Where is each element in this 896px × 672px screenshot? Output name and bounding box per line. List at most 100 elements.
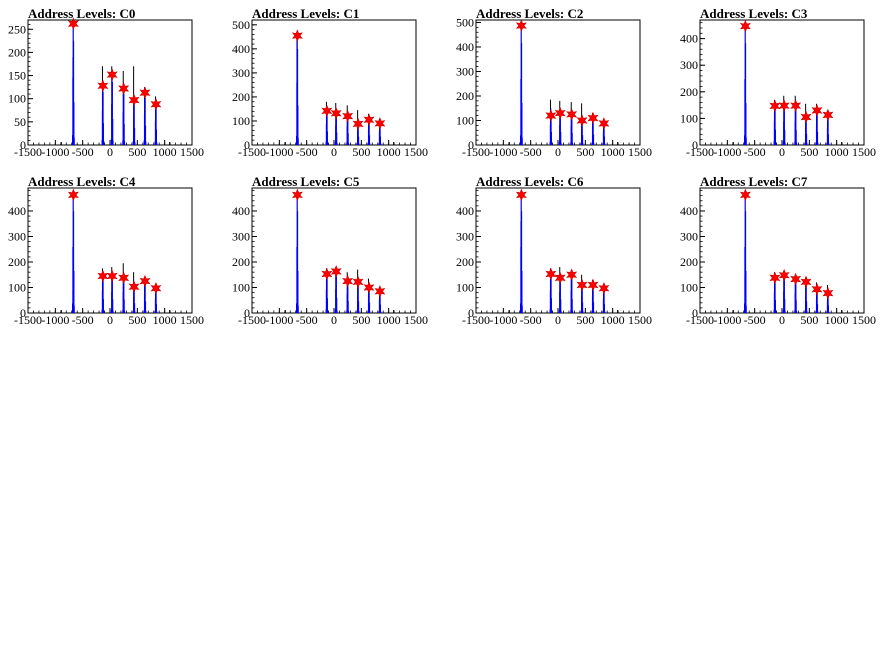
peak-marker bbox=[374, 285, 386, 298]
histogram-plot: 0 100 200 300 400 -1500 -1000 -500 0 500 1000 1500 bbox=[456, 187, 652, 327]
x-tick-label: 500 bbox=[576, 145, 594, 159]
peak-marker bbox=[587, 111, 599, 125]
chart-title: Address Levels: C5 bbox=[252, 174, 360, 189]
peak-marker bbox=[363, 113, 375, 127]
peak-marker bbox=[67, 188, 79, 202]
x-tick-label: -1000 bbox=[265, 313, 293, 327]
y-tick-label: 500 bbox=[456, 15, 474, 29]
x-tick-label: 0 bbox=[331, 145, 337, 159]
x-tick-label: -500 bbox=[296, 313, 318, 327]
histogram-spike bbox=[520, 24, 523, 145]
peak-marker bbox=[598, 281, 610, 295]
histogram-spike bbox=[122, 70, 126, 145]
histogram-spike bbox=[520, 193, 523, 313]
histogram-spike bbox=[794, 95, 798, 145]
histogram-spike bbox=[72, 22, 75, 145]
y-tick-label: 400 bbox=[456, 40, 474, 54]
y-tick-label: 500 bbox=[232, 18, 250, 32]
histogram-spike bbox=[296, 32, 299, 145]
peak-marker bbox=[118, 82, 130, 95]
peak-marker bbox=[139, 274, 151, 288]
y-tick-label: 300 bbox=[232, 229, 250, 243]
peak-marker bbox=[374, 117, 386, 130]
chart-title: Address Levels: C0 bbox=[28, 6, 136, 21]
peak-marker bbox=[739, 188, 751, 202]
peak-marker bbox=[769, 99, 781, 113]
x-tick-label: 1000 bbox=[377, 313, 401, 327]
chart-panel: Address Levels: C6 0 100 200 300 400 -1500 -100… bbox=[448, 168, 672, 336]
x-tick-label: 500 bbox=[128, 145, 146, 159]
peak-marker bbox=[321, 104, 333, 118]
x-tick-label: -500 bbox=[744, 145, 766, 159]
chart-panel: Address Levels: C5 0 100 200 300 400 -1500 -100… bbox=[224, 168, 448, 336]
x-tick-label: 0 bbox=[779, 145, 785, 159]
peak-marker bbox=[800, 275, 812, 289]
y-tick-label: 100 bbox=[8, 280, 26, 294]
x-tick-label: 500 bbox=[128, 313, 146, 327]
x-tick-label: -1500 bbox=[686, 313, 714, 327]
y-tick-label: 200 bbox=[232, 255, 250, 269]
peak-marker bbox=[352, 117, 364, 131]
peak-marker bbox=[342, 274, 354, 288]
peak-marker bbox=[566, 268, 578, 282]
peak-marker bbox=[576, 278, 588, 292]
y-tick-label: 100 bbox=[456, 280, 474, 294]
peak-marker bbox=[139, 86, 151, 99]
x-tick-label: 0 bbox=[779, 313, 785, 327]
y-tick-label: 200 bbox=[232, 90, 250, 104]
x-tick-label: -500 bbox=[520, 313, 542, 327]
y-tick-label: 0 bbox=[692, 138, 698, 152]
peak-marker bbox=[150, 97, 162, 111]
peak-marker bbox=[545, 109, 557, 122]
peak-marker bbox=[321, 267, 333, 281]
peak-marker bbox=[330, 106, 342, 120]
y-tick-label: 0 bbox=[244, 138, 250, 152]
x-tick-label: 500 bbox=[800, 145, 818, 159]
peak-marker bbox=[363, 281, 375, 294]
chart-title: Address Levels: C2 bbox=[476, 6, 584, 21]
x-tick-label: 500 bbox=[352, 313, 370, 327]
plot-frame bbox=[251, 19, 417, 146]
histogram-spike bbox=[122, 263, 126, 313]
histogram-spike bbox=[549, 99, 553, 145]
histogram-spike bbox=[794, 274, 798, 313]
peak-marker bbox=[97, 79, 109, 93]
x-tick-label: 500 bbox=[800, 313, 818, 327]
y-tick-label: 100 bbox=[456, 113, 474, 127]
x-tick-label: 1000 bbox=[153, 313, 177, 327]
x-tick-label: -1000 bbox=[713, 313, 741, 327]
x-tick-label: -500 bbox=[744, 313, 766, 327]
x-tick-label: -1500 bbox=[238, 313, 266, 327]
histogram-plot: 0 100 200 300 400 -1500 -1000 -500 0 500 1000 1500 bbox=[680, 187, 876, 327]
y-tick-label: 100 bbox=[232, 280, 250, 294]
plot-frame bbox=[475, 19, 641, 146]
plot-frame bbox=[27, 19, 193, 146]
peak-marker bbox=[739, 19, 751, 33]
x-tick-label: 0 bbox=[555, 145, 561, 159]
y-tick-label: 300 bbox=[456, 229, 474, 243]
x-tick-label: 1500 bbox=[404, 313, 428, 327]
x-tick-label: 0 bbox=[555, 313, 561, 327]
x-tick-label: -1000 bbox=[41, 145, 69, 159]
histogram-spike bbox=[744, 193, 747, 313]
x-tick-label: 500 bbox=[352, 145, 370, 159]
y-tick-label: 250 bbox=[8, 22, 26, 36]
y-tick-label: 150 bbox=[8, 69, 26, 83]
peak-marker bbox=[554, 271, 566, 285]
chart-panel: Address Levels: C4 0 100 200 300 400 -1500 -100… bbox=[0, 168, 224, 336]
peak-marker bbox=[576, 114, 588, 127]
histogram-spike bbox=[334, 267, 338, 313]
histogram-plot: 0 100 200 300 400 -1500 -1000 -500 0 500 1000 1500 bbox=[680, 19, 876, 159]
peak-marker bbox=[822, 108, 834, 122]
x-tick-label: -500 bbox=[72, 145, 94, 159]
chart-panel: Address Levels: C1 0 100 200 300 400 500 -1500-… bbox=[224, 0, 448, 168]
y-tick-label: 400 bbox=[8, 204, 26, 218]
x-tick-label: -1500 bbox=[14, 313, 42, 327]
chart-title: Address Levels: C3 bbox=[700, 6, 808, 21]
x-tick-label: 1500 bbox=[180, 145, 204, 159]
histogram-spike bbox=[804, 277, 808, 313]
chart-title: Address Levels: C4 bbox=[28, 174, 136, 189]
y-tick-label: 100 bbox=[680, 111, 698, 125]
histogram-spike bbox=[744, 25, 747, 145]
chart-title: Address Levels: C1 bbox=[252, 6, 360, 21]
